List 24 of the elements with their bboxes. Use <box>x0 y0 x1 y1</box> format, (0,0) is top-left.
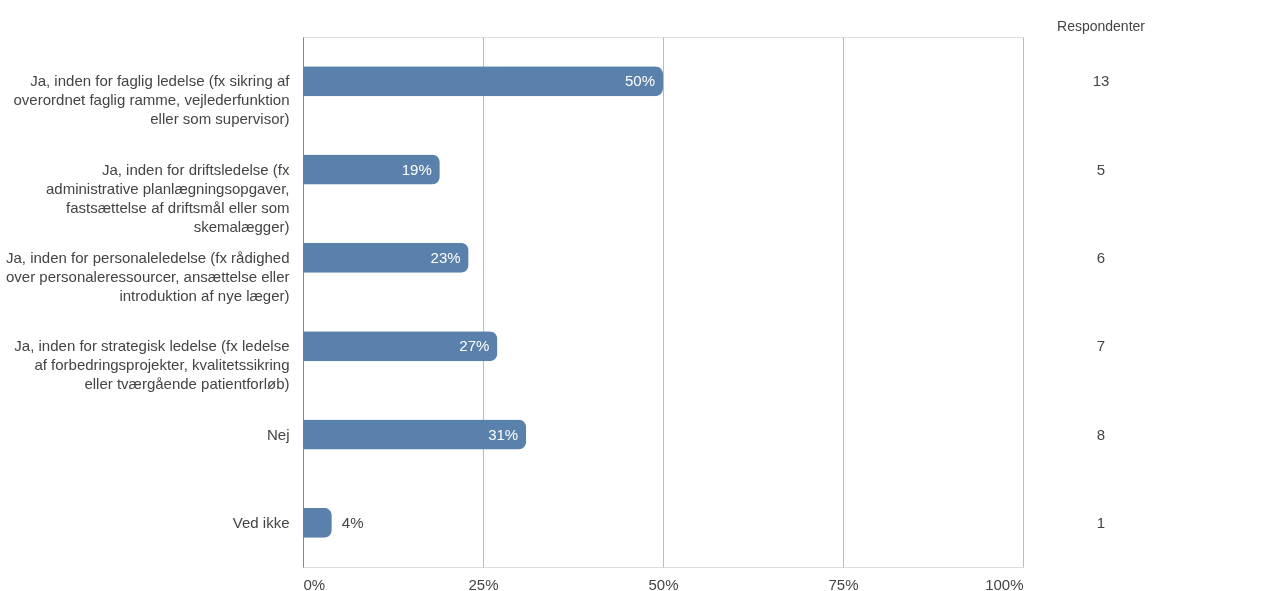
x-tick-label: 75% <box>828 575 859 591</box>
x-tick-label: 50% <box>648 575 679 591</box>
text: Respondenter <box>1057 18 1146 34</box>
data-label: 27% <box>459 337 490 355</box>
text: 13 <box>1092 72 1110 90</box>
data-label: 19% <box>401 160 432 178</box>
y-tick-label: Ja, inden for faglig ledelse (fx sikring af overordnet faglig ramme, vejlederfunktion eller som supervisor) <box>13 72 291 128</box>
text: 6 <box>1096 248 1106 266</box>
y-tick-label: Ja, inden for personaleledelse (fx rådighed over personaleressourcer, ansættelse eller introduktion af nye læger) <box>5 248 290 304</box>
data-label: 50% <box>624 72 655 90</box>
data-label: 31% <box>488 425 519 443</box>
text: 7 <box>1096 337 1106 355</box>
x-tick-label: 100% <box>985 575 1024 591</box>
y-tick-label: Ja, inden for strategisk ledelse (fx ledelse af forbedringsprojekter, kvalitetssikring eller tværgående patientforløb) <box>14 337 290 393</box>
x-tick-label: 0% <box>303 575 326 591</box>
data-label: 23% <box>430 248 461 266</box>
data-label: 4% <box>341 513 364 531</box>
text: 8 <box>1096 425 1106 443</box>
y-tick-label: Ja, inden for driftsledelse (fx administrative planlægningsopgaver, fastsættelse af driftsmål eller som skemalægger) <box>46 160 290 235</box>
text: 1 <box>1096 513 1106 531</box>
y-tick-label: Nej <box>266 425 290 443</box>
text: 5 <box>1096 160 1106 178</box>
y-tick-label: Ved ikke <box>232 513 290 531</box>
x-tick-label: 25% <box>468 575 499 591</box>
